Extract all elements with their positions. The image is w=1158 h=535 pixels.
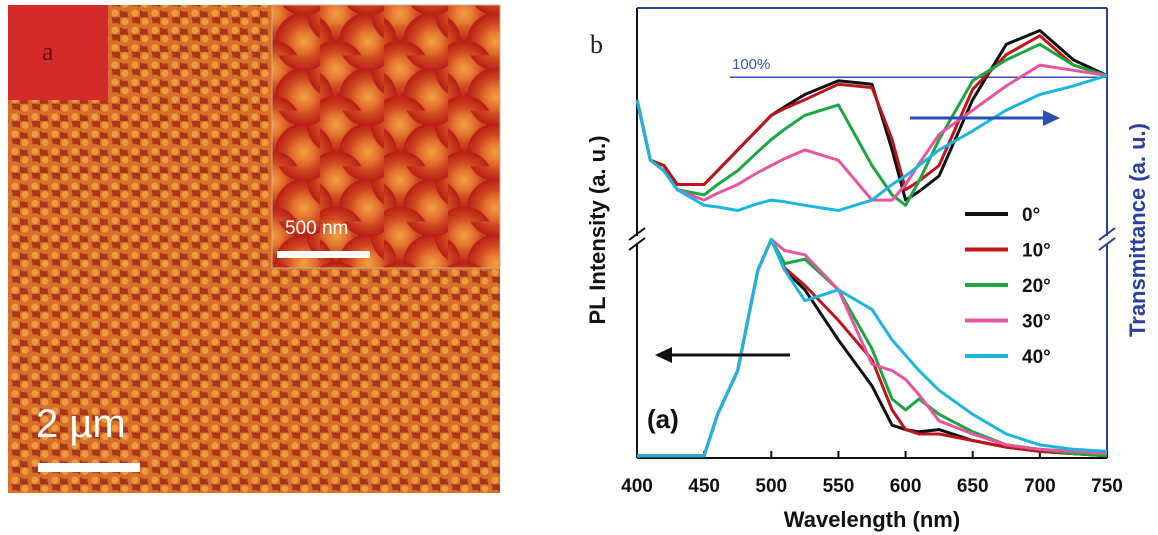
axis-break	[628, 227, 646, 241]
transmittance-line	[635, 42, 1108, 207]
arrow-head	[655, 347, 672, 363]
scale-bar	[38, 463, 140, 472]
axis-break-gap	[633, 236, 641, 244]
x-tick-label: 600	[890, 476, 922, 497]
legend-label: 10°	[1022, 241, 1051, 262]
inset-image	[271, 4, 501, 269]
label-box	[8, 5, 108, 100]
chart: b 400 450 500 550 600 650 700 750 Wavelength (nm…	[585, 7, 1150, 532]
inset-scale-bar	[277, 251, 370, 258]
legend-label: 40°	[1022, 347, 1051, 368]
reference-label: 100%	[732, 56, 770, 73]
transmittance-line	[635, 63, 1108, 202]
x-tick-label: 550	[823, 476, 855, 497]
arrow-head	[1043, 110, 1060, 126]
x-tick-label: 450	[688, 476, 720, 497]
axis-break	[1098, 227, 1116, 241]
axis-break-gap	[1103, 236, 1111, 244]
axis-break	[1098, 237, 1116, 251]
scale-label: 2 µm	[36, 402, 126, 446]
x-axis-label: Wavelength (nm)	[784, 507, 960, 532]
afm-panel: a 500 nm 2 µm	[8, 4, 501, 493]
x-tick-label: 700	[1024, 476, 1056, 497]
x-tick-label: 400	[621, 476, 653, 497]
legend-label: 20°	[1022, 276, 1051, 297]
inset-scale-label: 500 nm	[285, 218, 348, 239]
x-tick-label: 500	[755, 476, 787, 497]
panel-label: a	[42, 37, 54, 66]
legend-label: 0°	[1022, 205, 1040, 226]
axis-break	[628, 237, 646, 251]
legend-label: 30°	[1022, 312, 1051, 333]
panel-label: b	[590, 30, 603, 59]
annotation: (a)	[647, 404, 679, 434]
transmittance-line	[635, 29, 1108, 202]
transmittance-line	[635, 74, 1108, 212]
y2-axis-label: Transmittance (a. u.)	[1125, 123, 1150, 337]
pl-line	[637, 238, 1108, 458]
x-tick-label: 750	[1091, 476, 1123, 497]
x-tick-label: 650	[957, 476, 989, 497]
y-axis-label: PL Intensity (a. u.)	[585, 135, 610, 324]
